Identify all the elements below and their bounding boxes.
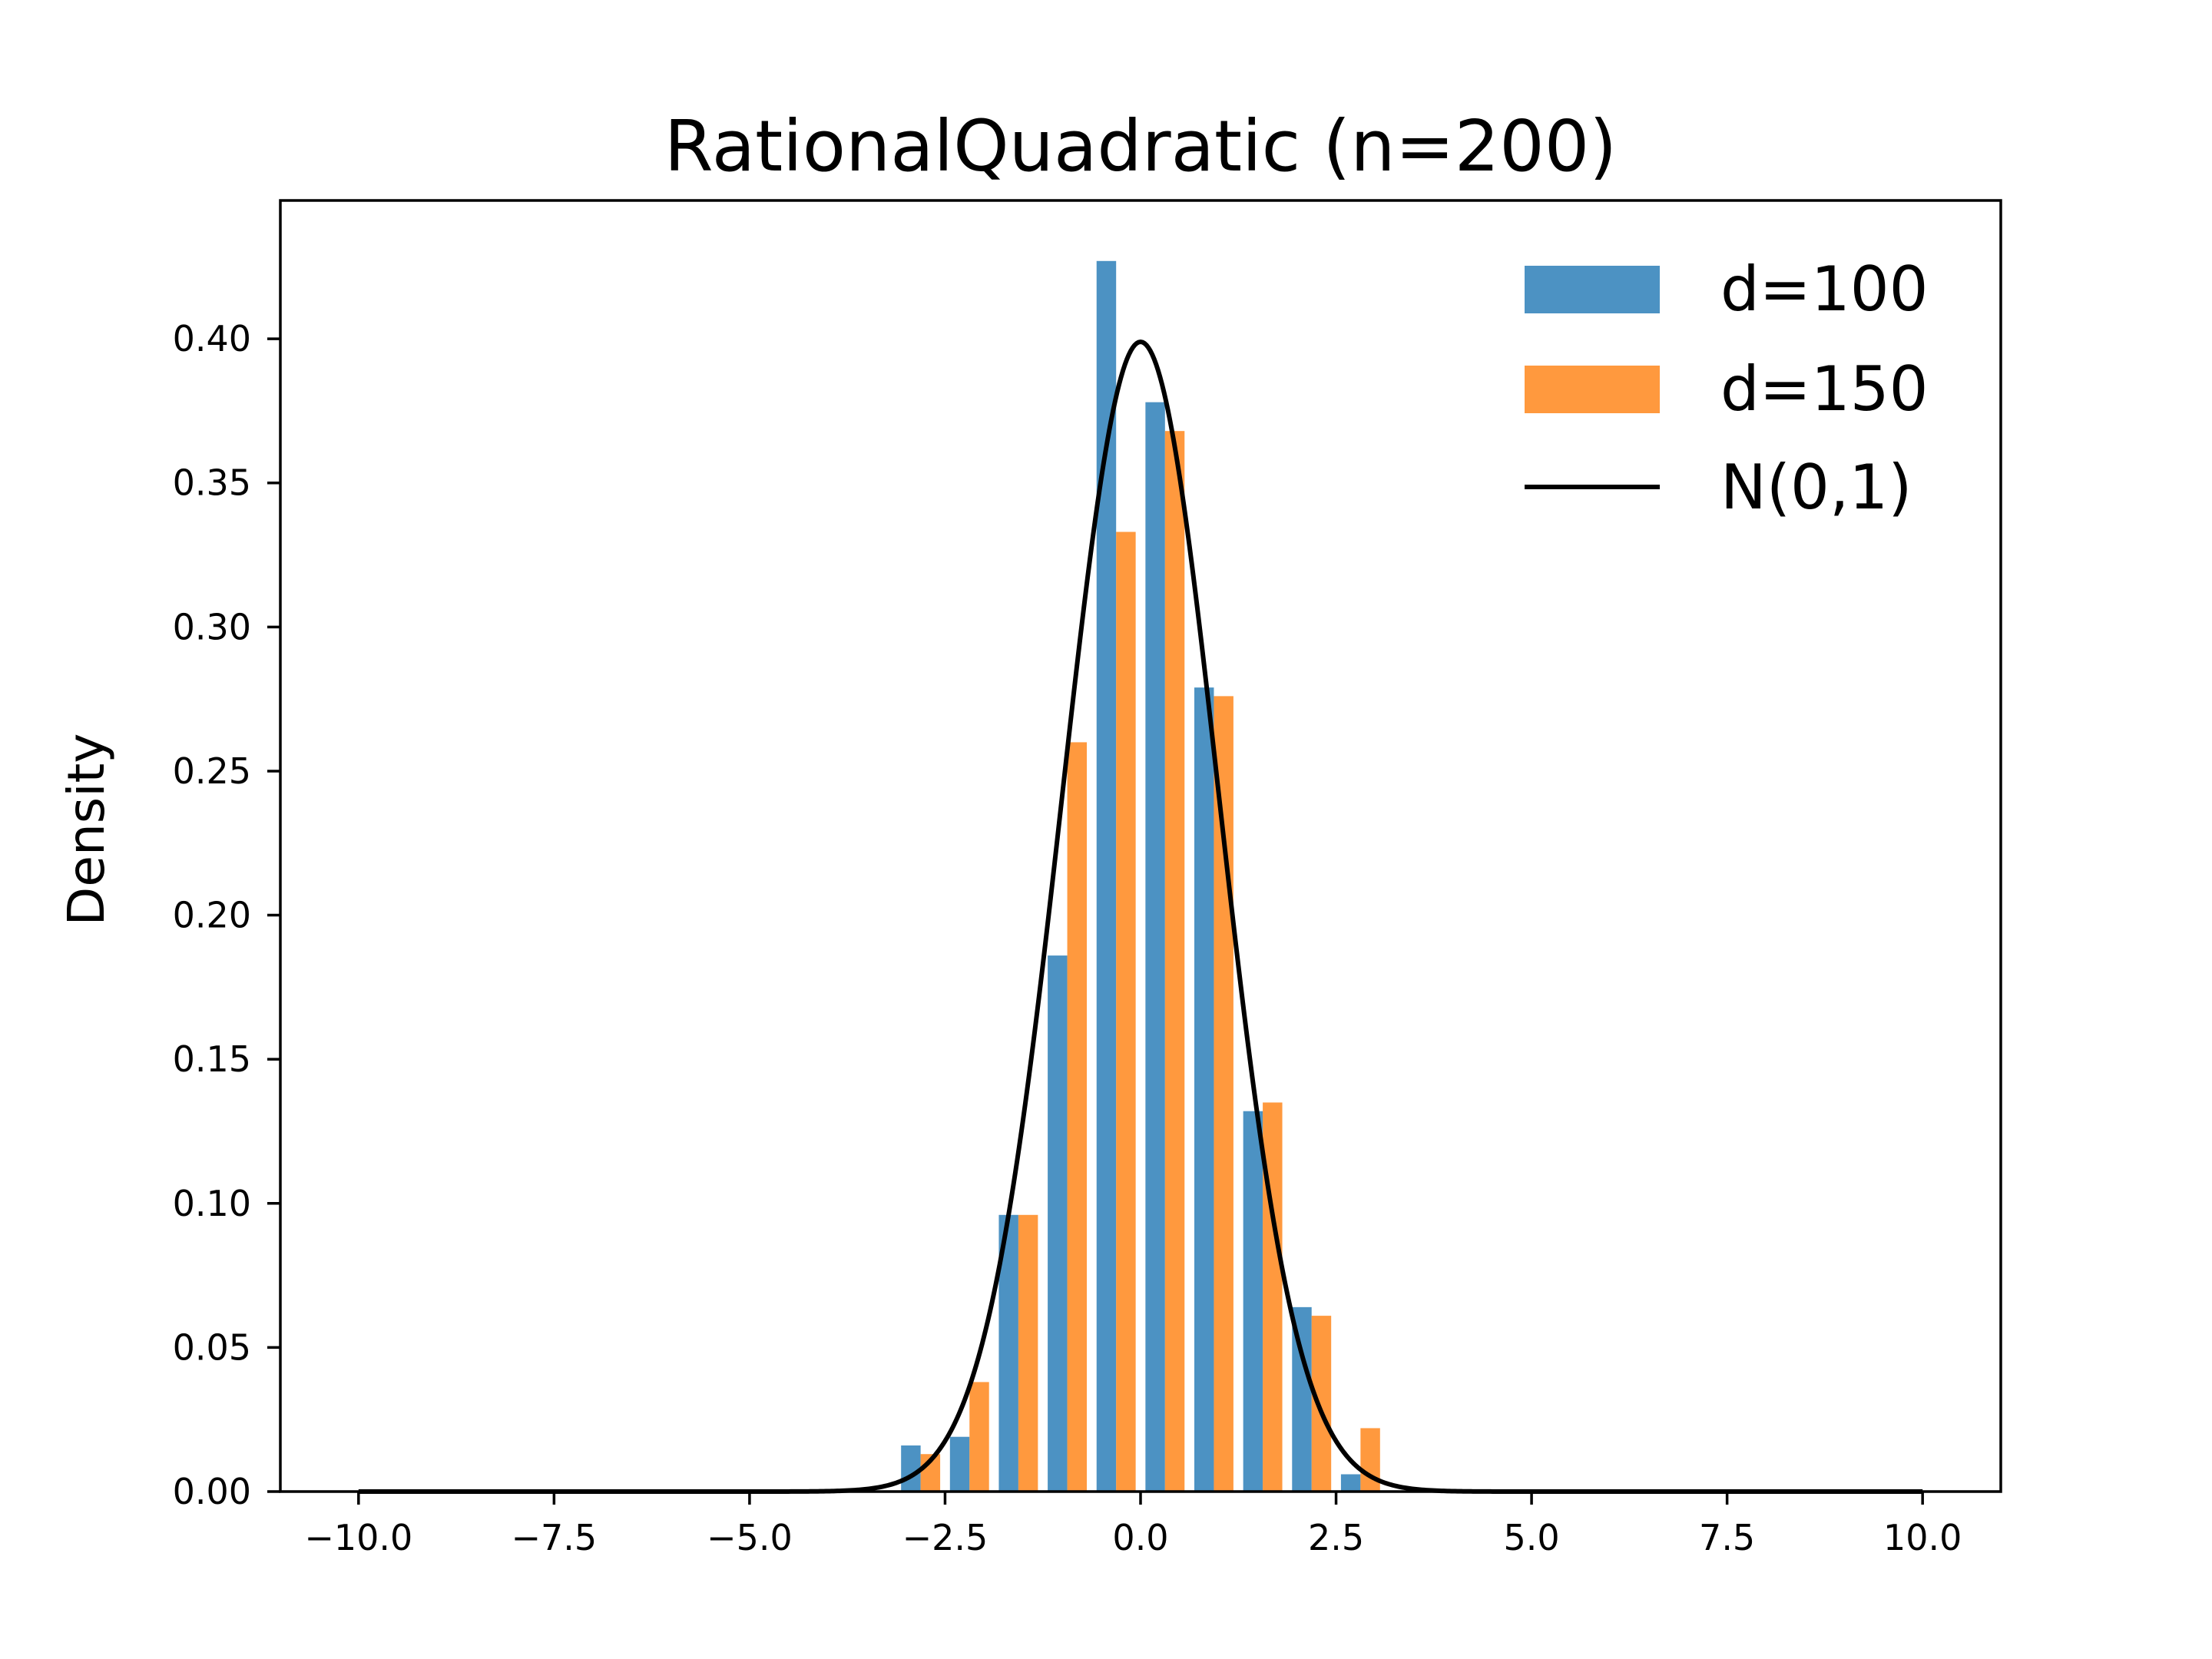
x-tick-label: 5.0 bbox=[1504, 1517, 1560, 1558]
x-tick-label: −2.5 bbox=[902, 1517, 988, 1558]
y-tick-label: 0.25 bbox=[173, 750, 251, 792]
y-tick-label: 0.05 bbox=[173, 1326, 251, 1368]
x-tick-label: −10.0 bbox=[304, 1517, 412, 1558]
y-tick-label: 0.30 bbox=[173, 606, 251, 647]
bar-d150-bin-5 bbox=[1164, 431, 1185, 1492]
bar-d100-bin-3 bbox=[1048, 955, 1068, 1492]
bar-d150-bin-1 bbox=[969, 1382, 989, 1492]
histogram-bars bbox=[901, 260, 1380, 1492]
x-tick-label: 0.0 bbox=[1112, 1517, 1168, 1558]
bar-d150-bin-3 bbox=[1067, 742, 1087, 1492]
legend: d=100 d=150 N(0,1) bbox=[1525, 253, 1929, 523]
x-tick-label: −5.0 bbox=[707, 1517, 793, 1558]
x-tick-label: −7.5 bbox=[512, 1517, 598, 1558]
y-tick-label: 0.40 bbox=[173, 318, 251, 359]
bar-d100-bin-0 bbox=[901, 1445, 921, 1492]
legend-swatch-d100 bbox=[1525, 266, 1660, 313]
x-tick-label: 10.0 bbox=[1883, 1517, 1962, 1558]
y-tick-label: 0.00 bbox=[173, 1471, 251, 1512]
x-tick-label: 2.5 bbox=[1308, 1517, 1364, 1558]
y-tick-label: 0.35 bbox=[173, 462, 251, 504]
legend-swatch-d150 bbox=[1525, 366, 1660, 413]
y-tick-label: 0.20 bbox=[173, 895, 251, 936]
x-axis-ticks: −10.0 −7.5 −5.0 −2.5 0.0 2.5 5.0 7.5 10.0 bbox=[304, 1492, 1962, 1558]
bar-d100-bin-1 bbox=[949, 1436, 970, 1492]
y-axis-ticks: 0.00 0.05 0.10 0.15 0.20 0.25 0.30 0.35 0.40 bbox=[173, 318, 280, 1512]
y-tick-label: 0.15 bbox=[173, 1038, 251, 1080]
bar-d150-bin-8 bbox=[1311, 1316, 1332, 1492]
bar-d100-bin-5 bbox=[1145, 402, 1165, 1492]
bar-d150-bin-2 bbox=[1018, 1214, 1038, 1492]
bar-d100-bin-4 bbox=[1096, 260, 1117, 1492]
x-tick-label: 7.5 bbox=[1699, 1517, 1755, 1558]
plot-frame bbox=[279, 199, 2002, 1493]
chart-title: RationalQuadratic (n=200) bbox=[664, 105, 1617, 187]
legend-label-d150: d=150 bbox=[1720, 353, 1929, 425]
legend-label-normal: N(0,1) bbox=[1720, 452, 1912, 523]
legend-label-d100: d=100 bbox=[1720, 253, 1929, 325]
y-tick-label: 0.10 bbox=[173, 1183, 251, 1224]
bar-d150-bin-6 bbox=[1214, 696, 1233, 1492]
bar-d100-bin-7 bbox=[1243, 1111, 1263, 1492]
bar-d150-bin-4 bbox=[1116, 531, 1136, 1492]
bar-d100-bin-6 bbox=[1194, 687, 1214, 1492]
y-axis-label: Density bbox=[57, 733, 116, 926]
bar-d100-bin-9 bbox=[1340, 1474, 1361, 1492]
